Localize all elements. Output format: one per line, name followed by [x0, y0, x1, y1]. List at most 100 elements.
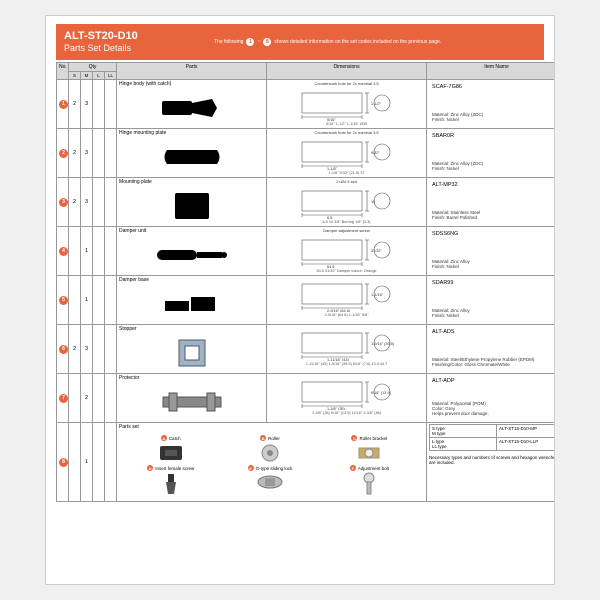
qty-m: 1 — [81, 423, 93, 502]
type-label: S typeM type — [430, 425, 497, 438]
parts-cell: Damper base — [117, 276, 267, 325]
col-qty: Qty — [69, 63, 117, 72]
qty-ll — [105, 276, 117, 325]
svg-text:1-1/2": 1-1/2" — [371, 102, 382, 106]
col-parts: Parts — [117, 63, 267, 80]
bullet-icon: 8 — [263, 38, 271, 46]
dimensions-cell: Countersunk hole for 2x nominal 3.5 5/16… — [267, 80, 427, 129]
qty-l — [93, 227, 105, 276]
parts-set-item: DInsert female screw — [121, 464, 220, 498]
item-key-icon: D — [147, 465, 153, 471]
qty-m: 3 — [81, 129, 93, 178]
dimension-drawing: Countersunk hole for 2x nominal 3.5 1-1/… — [269, 130, 424, 175]
svg-text:1-1/8": 1-1/8" — [327, 167, 338, 170]
svg-text:5/16": 5/16" — [327, 118, 336, 121]
type-code: ALT-ST15-D10-MP — [497, 425, 555, 438]
part-illustration — [119, 138, 264, 176]
item-name-cell: ALT-MP32 Material: Stainless SteelFinish… — [427, 178, 555, 227]
item-material: Material: Stainless SteelFinish: Barrel … — [432, 210, 555, 220]
table-row-parts-set: 8 1 Parts set ACatch BRoller CRoller bra… — [57, 423, 556, 502]
table-row: 6 2 3 Stopper 1-11/16" (43) 1-9/16" (39.… — [57, 325, 556, 374]
svg-text:1-9/16" (39.5): 1-9/16" (39.5) — [371, 342, 395, 346]
qty-ll — [105, 423, 117, 502]
part-label: Hinge mounting plate — [119, 130, 264, 136]
table-row: 3 2 3 Mounting plate 2×Ø4.5 slot 6.5 10 … — [57, 178, 556, 227]
item-code: ALT-ADS — [432, 329, 555, 335]
item-key-icon: F — [350, 465, 356, 471]
table-header: No. Qty Parts Dimensions Item Name S M L… — [57, 63, 556, 80]
svg-text:1-11/16" (43): 1-11/16" (43) — [327, 358, 349, 361]
item-name-cell: ALT-ADP Material: Polyacetal (POM)Color:… — [427, 374, 555, 423]
part-illustration — [119, 187, 264, 225]
svg-text:64.5: 64.5 — [327, 265, 334, 268]
row-number-icon: 1 — [59, 100, 68, 109]
item-label: Roller — [268, 436, 280, 441]
title-bar: ALT-ST20-D10 Parts Set Details The follo… — [56, 24, 544, 60]
svg-text:9/32": 9/32" — [371, 151, 380, 155]
qty-l — [93, 325, 105, 374]
dimensions-cell: 2×Ø4.5 slot 6.5 10 6.5 10 3/8" Burring 1… — [267, 178, 427, 227]
type-label: L typeLL type — [430, 438, 497, 451]
item-code: SBAR0R — [432, 133, 555, 139]
table-row: 5 1 Damper base 2-9/16" (64.6) 1-1/16" 2… — [57, 276, 556, 325]
qty-l — [93, 423, 105, 502]
qty-m: 3 — [81, 325, 93, 374]
part-label: Parts set — [119, 424, 424, 430]
col-qty-s: S — [69, 72, 81, 80]
part-label: Hinge body (with catch) — [119, 81, 264, 87]
svg-text:1-3/8" (35): 1-3/8" (35) — [327, 407, 346, 410]
col-qty-l: L — [93, 72, 105, 80]
item-code: SCAF-7G86 — [432, 84, 555, 90]
parts-cell: Hinge mounting plate — [117, 129, 267, 178]
parts-set-item: EG-type sliding lock — [220, 464, 319, 498]
row-number-icon: 2 — [59, 149, 68, 158]
dimension-drawing: Damper adjustment screw 64.5 31/32" 64.5… — [269, 228, 424, 273]
item-name-cell: ALT-ADS Material: Steel/Ethylene Propyle… — [427, 325, 555, 374]
qty-ll — [105, 325, 117, 374]
dimension-drawing: 2-9/16" (64.6) 1-1/16" 2-9/16" (64.6) 1-… — [269, 277, 424, 317]
svg-text:9/16" (13.9): 9/16" (13.9) — [371, 391, 391, 395]
table-row: 7 2 Protector 1-3/8" (35) 9/16" (13.9) 1… — [57, 374, 556, 423]
qty-m: 2 — [81, 374, 93, 423]
page-subtitle: Parts Set Details — [64, 43, 214, 54]
part-illustration — [119, 236, 264, 274]
item-name-cell: S typeM typeALT-ST15-D10-MPL typeLL type… — [427, 423, 555, 502]
qty-ll — [105, 129, 117, 178]
item-name-cell: SCAF-7G86 Material: Zinc Alloy (ZDC)Fini… — [427, 80, 555, 129]
part-label: Stopper — [119, 326, 264, 332]
qty-l — [93, 374, 105, 423]
item-name-cell: SDAR99 Material: Zinc AlloyFinish: Nicke… — [427, 276, 555, 325]
item-code: SDSS6NG — [432, 231, 555, 237]
qty-l — [93, 80, 105, 129]
parts-cell: Protector — [117, 374, 267, 423]
qty-ll — [105, 227, 117, 276]
item-label: Adjustment bolt — [358, 466, 389, 471]
item-material: Material: Zinc Alloy (ZDC)Finish: Nickel — [432, 112, 555, 122]
parts-set-item: CRoller bracket — [320, 434, 419, 464]
bullet-icon: 1 — [246, 38, 254, 46]
dimension-drawing: 2×Ø4.5 slot 6.5 10 6.5 10 3/8" Burring 1… — [269, 179, 424, 224]
dimensions-cell: Countersunk hole for 2x nominal 3.5 1-1/… — [267, 129, 427, 178]
qty-ll — [105, 178, 117, 227]
dimensions-cell: 2-9/16" (64.6) 1-1/16" 2-9/16" (64.6) 1-… — [267, 276, 427, 325]
qty-s: 2 — [69, 80, 81, 129]
row-number-icon: 7 — [59, 394, 68, 403]
type-code: ALT-ST15-D10-LLP — [497, 438, 555, 451]
item-code: ALT-ADP — [432, 378, 555, 384]
parts-cell: Damper unit — [117, 227, 267, 276]
parts-sheet: ALT-ST20-D10 Parts Set Details The follo… — [45, 15, 555, 585]
dimension-drawing: 1-3/8" (35) 9/16" (13.9) 1-3/8" (35) 9/1… — [269, 375, 424, 415]
svg-text:31/32": 31/32" — [371, 249, 383, 253]
part-label: Damper unit — [119, 228, 264, 234]
col-qty-m: M — [81, 72, 93, 80]
item-name-cell: SDSS6NG Material: Zinc AlloyFinish: Nick… — [427, 227, 555, 276]
qty-m: 3 — [81, 80, 93, 129]
col-qty-ll: LL — [105, 72, 117, 80]
item-label: G-type sliding lock — [256, 466, 293, 471]
qty-s: 2 — [69, 325, 81, 374]
part-label: Mounting plate — [119, 179, 264, 185]
item-label: Insert female screw — [155, 466, 194, 471]
row-number-icon: 6 — [59, 345, 68, 354]
qty-s — [69, 423, 81, 502]
parts-set-item: FAdjustment bolt — [320, 464, 419, 498]
